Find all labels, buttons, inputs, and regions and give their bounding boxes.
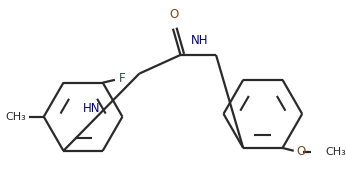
Text: F: F [119,72,125,85]
Text: HN: HN [83,102,101,115]
Text: O: O [169,8,179,21]
Text: CH₃: CH₃ [5,112,26,122]
Text: O: O [297,145,306,158]
Text: CH₃: CH₃ [326,147,346,157]
Text: NH: NH [191,34,209,47]
